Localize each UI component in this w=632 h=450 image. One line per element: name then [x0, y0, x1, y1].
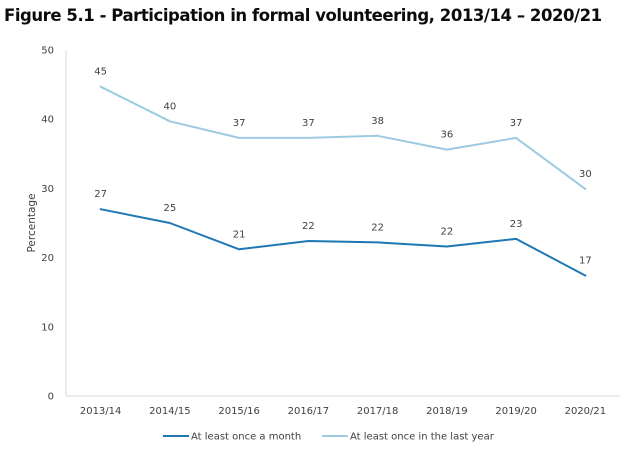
legend-label: At least once in the last year	[350, 432, 495, 443]
data-labels: 27 25 21 22 22 22 23 17 45 40 37 37 38 36 37 30	[94, 67, 591, 267]
x-tick-label: 2016/17	[288, 406, 330, 417]
y-tick-label: 20	[41, 253, 54, 264]
data-label: 37	[510, 118, 523, 129]
x-axis: 2013/14 2014/15 2015/16 2016/17 2017/18 2018/…	[66, 395, 620, 417]
data-label: 30	[579, 169, 592, 180]
y-axis: 0 10 20 30 40 50 Percentage	[26, 46, 67, 403]
data-label: 45	[94, 67, 107, 78]
x-tick-label: 2014/15	[149, 406, 191, 417]
y-tick-label: 0	[48, 392, 54, 403]
data-label: 22	[302, 221, 315, 232]
legend: At least once a month At least once in th…	[163, 432, 495, 443]
series-line-2	[99, 85, 587, 191]
x-tick-label: 2020/21	[565, 406, 607, 417]
data-label: 37	[233, 118, 246, 129]
legend-item: At least once in the last year	[322, 432, 495, 443]
data-label: 27	[94, 189, 107, 200]
data-label: 36	[441, 130, 454, 141]
legend-label: At least once a month	[191, 432, 301, 443]
x-tick-label: 2017/18	[357, 406, 399, 417]
data-label: 22	[371, 222, 384, 233]
data-label: 22	[441, 227, 454, 238]
series-lines	[99, 85, 587, 277]
y-tick-label: 40	[41, 115, 54, 126]
x-tick-label: 2015/16	[218, 406, 260, 417]
y-axis-title: Percentage	[26, 193, 38, 252]
legend-item: At least once a month	[163, 432, 301, 443]
series-line-1	[99, 208, 587, 277]
data-label: 37	[302, 118, 315, 129]
data-label: 25	[164, 203, 177, 214]
x-tick-label: 2019/20	[495, 406, 537, 417]
data-label: 17	[579, 256, 592, 267]
data-label: 40	[164, 101, 177, 112]
x-tick-label: 2018/19	[426, 406, 468, 417]
y-tick-label: 30	[41, 184, 54, 195]
data-label: 21	[233, 229, 246, 240]
figure-title: Figure 5.1 - Participation in formal vol…	[4, 6, 602, 25]
y-tick-label: 50	[41, 46, 54, 57]
x-tick-label: 2013/14	[80, 406, 122, 417]
data-label: 23	[510, 219, 523, 230]
y-tick-label: 10	[41, 322, 54, 333]
data-label: 38	[371, 116, 384, 127]
